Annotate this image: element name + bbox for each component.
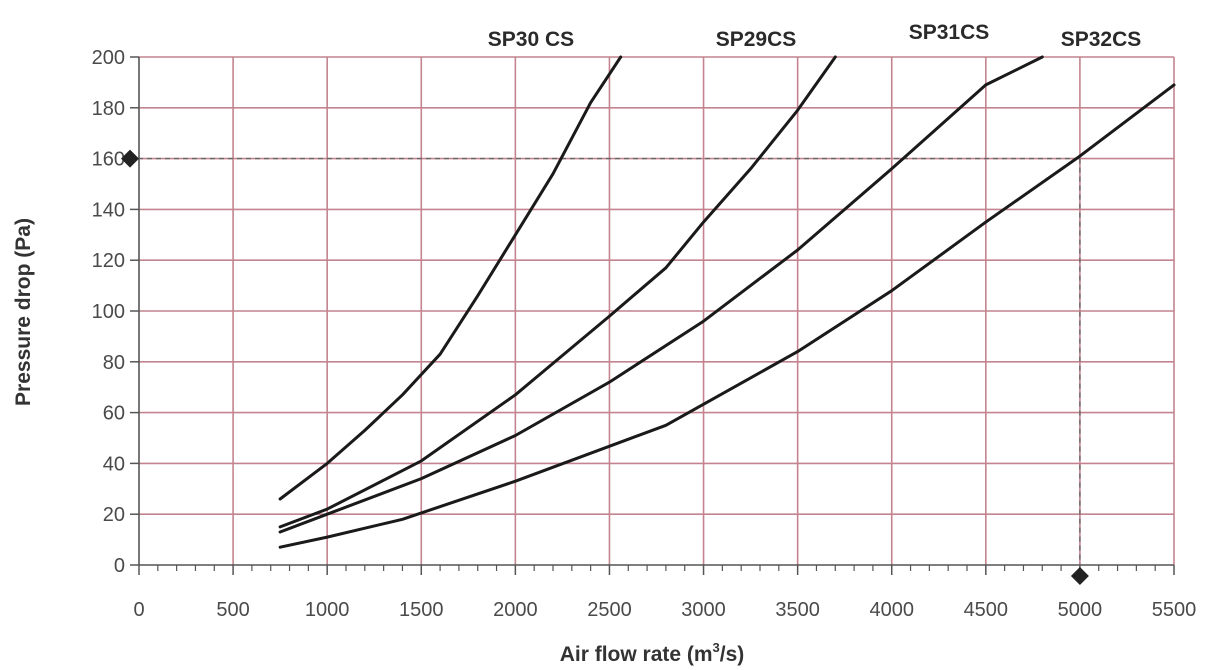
reference-marker-y [121,149,139,168]
y-tick-label-180: 180 [92,98,125,120]
series-label-sp29cs: SP29CS [716,28,797,51]
x-axis-title-suffix: /s) [720,643,745,666]
reference-marker-x [1070,567,1089,585]
y-tick-label-200: 200 [92,47,125,69]
x-tick-label-3500: 3500 [775,599,820,621]
x-tick-label-5500: 5500 [1152,599,1197,621]
x-tick-label-2000: 2000 [493,599,538,621]
series-layer [278,55,1176,549]
series-label-sp32cs: SP32CS [1061,28,1142,51]
label-layer: SP30 CS SP29CS SP31CS SP32CS [488,21,1141,51]
x-tick-label-4000: 4000 [869,599,914,621]
series-line-sp29cs [278,55,837,529]
x-tick-label-2500: 2500 [587,599,632,621]
x-tick-label-1500: 1500 [399,599,444,621]
x-tick-label-3000: 3000 [681,599,726,621]
series-label-sp31cs: SP31CS [909,21,990,44]
y-tick-label-40: 40 [103,453,125,475]
y-tick-label-160: 160 [92,149,125,171]
x-tick-label-500: 500 [216,599,249,621]
x-tick-label-4500: 4500 [964,599,1009,621]
series-line-sp32cs [278,83,1176,549]
y-tick-label-0: 0 [114,555,125,577]
y-tick-label-60: 60 [103,403,125,425]
y-tick-label-120: 120 [92,250,125,272]
series-line-sp31cs [278,55,1044,534]
y-tick-label-140: 140 [92,199,125,221]
x-axis-title-superscript: 3 [713,640,720,655]
reference-layer [121,149,1089,585]
x-axis-title-main: Air flow rate (m [560,643,713,666]
series-label-sp30-cs: SP30 CS [488,28,574,51]
y-tick-label-80: 80 [103,352,125,374]
x-tick-label-1000: 1000 [305,599,350,621]
x-axis-title: Air flow rate (m3/s) [560,640,745,666]
y-tick-label-100: 100 [92,301,125,323]
x-tick-label-5000: 5000 [1058,599,1103,621]
y-axis-title: Pressure drop (Pa) [12,218,35,406]
y-tick-label-20: 20 [103,504,125,526]
x-tick-label-0: 0 [133,599,144,621]
series-line-sp30-cs [278,55,623,501]
